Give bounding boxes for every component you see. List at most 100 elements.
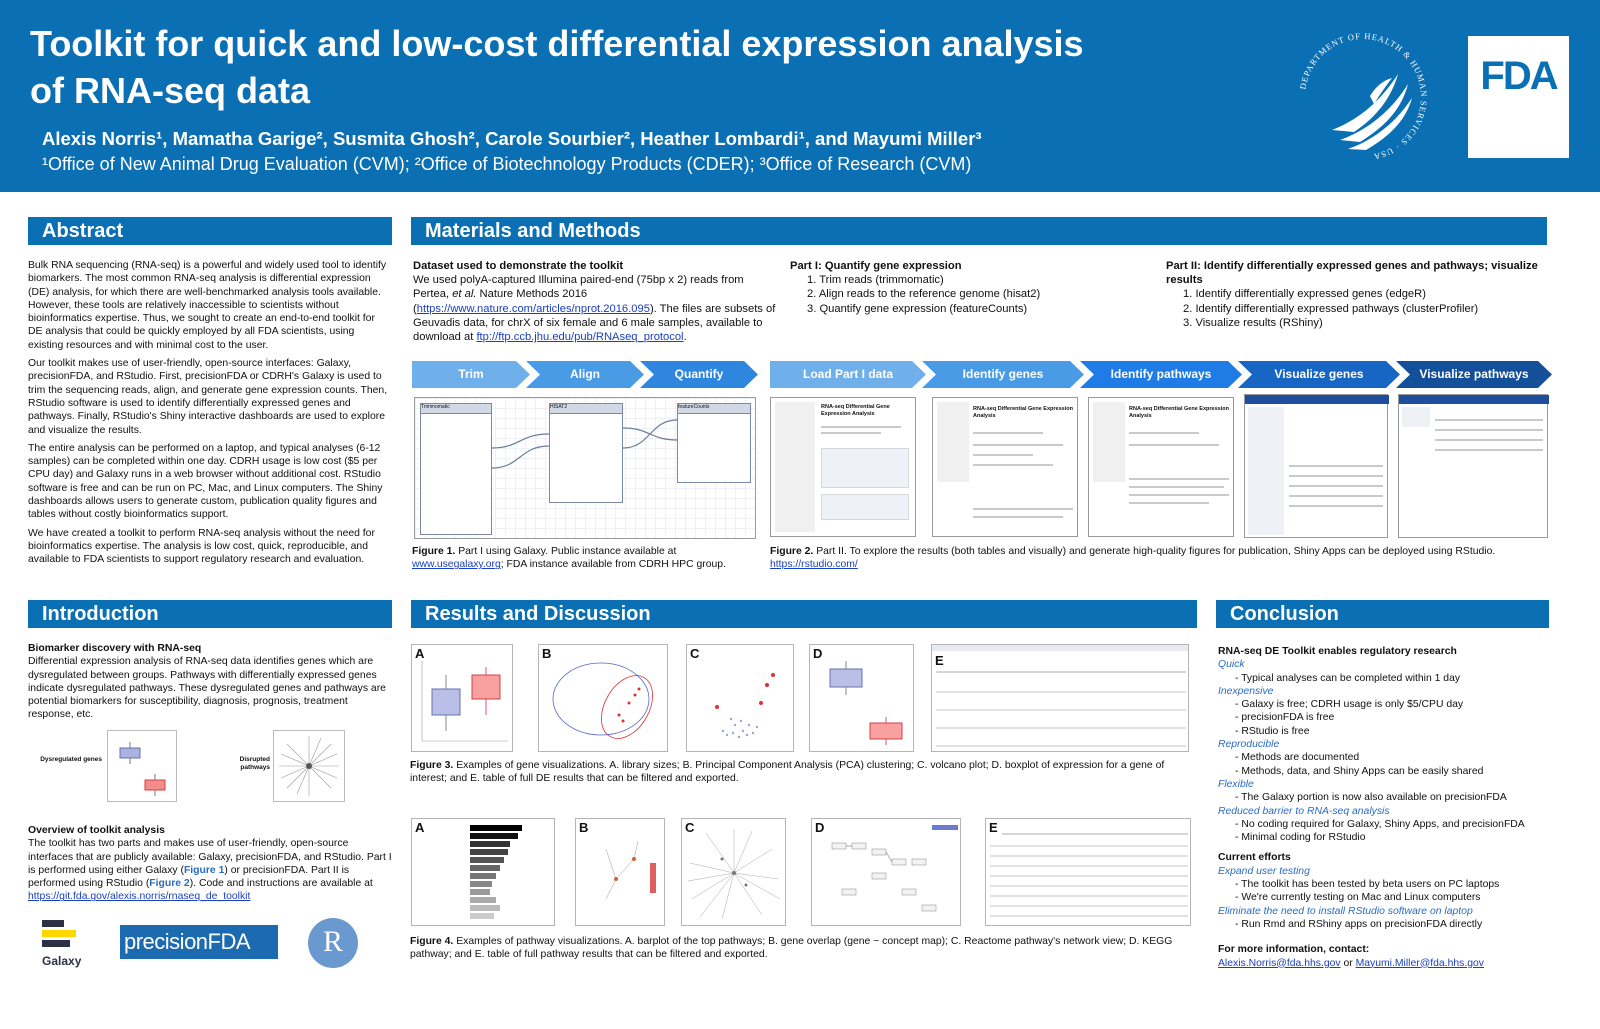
figure-1-caption: Figure 1. Part I using Galaxy. Public in… (412, 545, 762, 572)
conclusion-bullet: - The toolkit has been tested by beta us… (1235, 879, 1500, 891)
conclusion-point-label: Inexpensive (1218, 685, 1274, 697)
conclusion-point-label: Reproducible (1218, 739, 1280, 751)
dataset-block: Dataset used to demonstrate the toolkit … (413, 259, 779, 344)
abstract-paragraph: Bulk RNA sequencing (RNA-seq) is a power… (28, 260, 387, 351)
panel-label: D (813, 646, 823, 661)
galaxy-node-trimmomatic: Trimmomatic (420, 403, 492, 535)
fig3-library-sizes: A (411, 644, 513, 752)
dataset-ftp-link[interactable]: ftp://ftp.ccb.jhu.edu/pub/RNAseq_protoco… (476, 331, 684, 344)
figure-1-link[interactable]: Figure 1 (183, 864, 225, 876)
fig4-kegg-pathway: D (811, 818, 961, 926)
dysregulated-genes-boxplot (107, 730, 177, 802)
part2-step: 3. Visualize results (RShiny) (1183, 316, 1323, 329)
visualize-pathways-screenshot (1398, 394, 1549, 538)
conclusion-bullet: - We're currently testing on Mac and Lin… (1235, 892, 1481, 904)
poster-header (0, 0, 1600, 192)
dataset-description: We used polyA-captured Illumina paired-e… (413, 274, 776, 344)
abstract-body: Bulk RNA sequencing (RNA-seq) is a power… (28, 259, 390, 572)
conclusion-bullet: - Run Rmd and RShiny apps on precisionFD… (1235, 918, 1483, 930)
figure-2-caption-text: Part II. To explore the results (both ta… (813, 546, 1496, 557)
results-heading: Results and Discussion (411, 600, 1197, 628)
fig4-gene-concept-map: B (575, 818, 665, 926)
part1-step: 2. Align reads to the reference genome (… (807, 288, 1041, 301)
overview-body: Overview of toolkit analysis The toolkit… (28, 824, 392, 904)
intro-paragraph: Differential expression analysis of RNA-… (28, 656, 386, 721)
figure-1-caption-text: Part I using Galaxy. Public instance ava… (455, 546, 677, 557)
panel-label: D (815, 820, 825, 835)
abstract-paragraph: Our toolkit makes use of user-friendly, … (28, 358, 388, 436)
visualize-genes-screenshot (1244, 394, 1389, 538)
dysregulated-genes-label: Dysregulated genes (40, 756, 102, 763)
figure-3-caption-label: Figure 3. (410, 760, 454, 771)
dataset-title: Dataset used to demonstrate the toolkit (413, 260, 624, 272)
r-logo: R (308, 918, 358, 968)
chevron-identify-genes: Identify genes (922, 361, 1084, 388)
poster-title: Toolkit for quick and low-cost different… (30, 20, 1230, 114)
figure-2-link[interactable]: Figure 2 (149, 878, 190, 890)
svg-text:DEPARTMENT OF HEALTH & HUMAN S: DEPARTMENT OF HEALTH & HUMAN SERVICES · … (1297, 31, 1429, 162)
chevron-identify-pathways: Identify pathways (1080, 361, 1242, 388)
panel-label: A (415, 820, 425, 835)
figure-1-caption-label: Figure 1. (412, 546, 456, 557)
panel-label: C (690, 646, 700, 661)
figure-1-caption-text: ; FDA instance available from CDRH HPC g… (500, 559, 726, 571)
chevron-load-data: Load Part I data (770, 361, 926, 388)
title-line-1: Toolkit for quick and low-cost different… (30, 23, 1084, 64)
email-link-norris[interactable]: Alexis.Norris@fda.hhs.gov (1218, 957, 1341, 969)
author-list: Alexis Norris¹, Mamatha Garige², Susmita… (42, 128, 982, 149)
intro-subheading: Biomarker discovery with RNA-seq (28, 643, 202, 654)
chevron-trim: Trim (412, 361, 530, 388)
panel-label: C (685, 820, 695, 835)
fda-logo-text: FDA (1480, 54, 1558, 98)
panel-label: A (415, 646, 425, 661)
rstudio-link[interactable]: https://rstudio.com/ (770, 559, 858, 571)
conclusion-point-label: Expand user testing (1218, 865, 1310, 877)
fig4-pathway-barplot: A (411, 818, 555, 926)
chevron-visualize-genes: Visualize genes (1238, 361, 1400, 388)
r-logo-text: R (322, 925, 343, 958)
part1-step: 1. Trim reads (trimmomatic) (807, 274, 944, 287)
identify-genes-screenshot: RNA-seq Differential Gene Expression Ana… (932, 397, 1078, 537)
title-line-2: of RNA-seq data (30, 70, 311, 111)
dataset-article-link[interactable]: https://www.nature.com/articles/nprot.20… (416, 302, 650, 315)
galaxy-node-title: Trimmomatic (421, 404, 491, 414)
abstract-heading: Abstract (28, 217, 392, 245)
usegalaxy-link[interactable]: www.usegalaxy.org (412, 559, 501, 571)
dataset-text: We used polyA-captured Illumina paired-e… (413, 274, 744, 301)
conclusion-bullet: - Typical analyses can be completed with… (1235, 672, 1461, 684)
conclusion-point-label: Eliminate the need to install RStudio so… (1218, 905, 1473, 917)
disrupted-pathways-label: Disrupted pathways (239, 756, 270, 771)
rmd-doc-title: RNA-seq Differential Gene Expression Ana… (821, 404, 890, 417)
galaxy-logo-text: Galaxy (42, 954, 82, 968)
chevron-quantify: Quantify (640, 361, 758, 388)
galaxy-node-title: HISAT2 (550, 404, 622, 414)
panel-label: B (579, 820, 589, 835)
introduction-body: Biomarker discovery with RNA-seq Differe… (28, 642, 392, 722)
overview-paragraph: The toolkit has two parts and makes use … (28, 837, 392, 903)
conclusion-bullet: - Minimal coding for RStudio (1235, 832, 1366, 844)
figure-3-caption: Figure 3. Examples of gene visualization… (410, 759, 1192, 786)
code-repo-link[interactable]: https://git.fda.gov/alexis.norris/rnaseq… (28, 891, 251, 903)
conclusion-point-label: Reduced barrier to RNA-seq analysis (1218, 805, 1390, 817)
email-link-miller[interactable]: Mayumi.Miller@fda.hhs.gov (1355, 957, 1484, 969)
figure-2-caption: Figure 2. Part II. To explore the result… (770, 545, 1550, 572)
affiliations: ¹Office of New Animal Drug Evaluation (C… (42, 154, 972, 174)
contact-separator: or (1340, 957, 1356, 969)
galaxy-node-title: featureCounts (678, 404, 750, 414)
galaxy-node-featurecounts: featureCounts (677, 403, 751, 483)
overview-text: ). Code and instructions are available a… (189, 878, 373, 890)
part2-title: Part II: Identify differentially express… (1166, 260, 1538, 287)
hhs-seal-icon: DEPARTMENT OF HEALTH & HUMAN SERVICES · … (1297, 31, 1429, 162)
part1-title: Part I: Quantify gene expression (790, 260, 962, 272)
chevron-align: Align (526, 361, 644, 388)
fda-logo: FDA (1468, 36, 1569, 158)
intro-subheading: Overview of toolkit analysis (28, 825, 165, 836)
conclusion-bullet: - precisionFDA is free (1235, 712, 1335, 724)
part2-step: 1. Identify differentially expressed gen… (1183, 288, 1426, 301)
figure-4-caption: Figure 4. Examples of pathway visualizat… (410, 935, 1192, 962)
galaxy-node-hisat2: HISAT2 (549, 403, 623, 503)
galaxy-workflow-screenshot: Trimmomatic HISAT2 featureCounts (414, 397, 756, 539)
workflow-connectors (491, 419, 678, 469)
abstract-paragraph: We have created a toolkit to perform RNA… (28, 527, 375, 566)
conclusion-heading: Conclusion (1216, 600, 1549, 628)
